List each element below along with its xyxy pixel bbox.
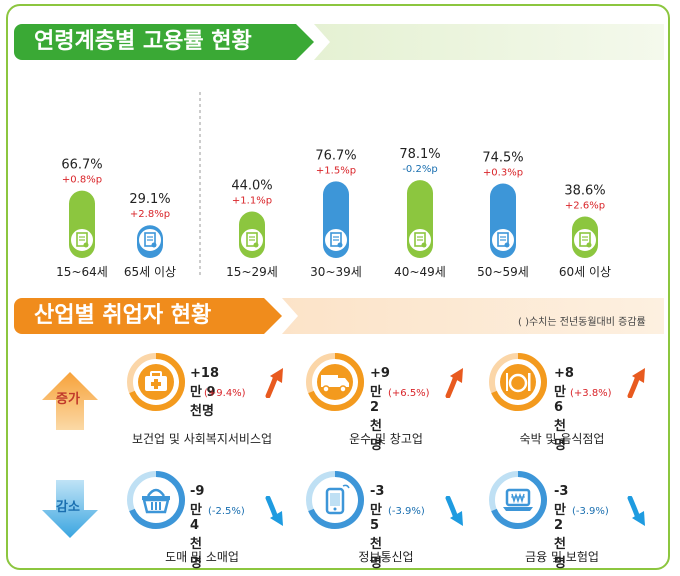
industry-ring: [306, 471, 364, 529]
decrease-arrow-icon: [42, 480, 98, 538]
age-category-label: 30~39세: [310, 265, 362, 279]
industry-rate: (-3.9%): [572, 506, 609, 517]
industry-name: 도매 및 소매업: [165, 550, 239, 564]
age-value-label: 38.6%: [564, 183, 605, 198]
document-search-icon: [490, 227, 516, 253]
down-trend-arrow-icon: [445, 496, 463, 526]
age-value-label: 78.1%: [399, 147, 440, 162]
up-trend-arrow-icon: [445, 368, 463, 398]
industry-rate: (+9.4%): [204, 388, 246, 399]
document-icon: [407, 227, 433, 253]
industry-change: +9만 2천명: [370, 366, 390, 453]
industry-name: 보건업 및 사회복지서비스업: [131, 432, 273, 446]
age-category-label: 65세 이상: [124, 265, 176, 279]
mobile-phone-icon: [325, 484, 350, 515]
age-value-label: 29.1%: [129, 192, 170, 207]
industry-rate: (-2.5%): [208, 506, 245, 517]
age-change-label: +0.3%p: [483, 167, 523, 178]
dining-icon: [500, 364, 536, 400]
increase-label: 증가: [56, 392, 80, 407]
section2-banner: 산업별 취업자 현황: [14, 298, 664, 334]
age-value-label: 44.0%: [231, 179, 272, 194]
laptop-won-icon: [503, 488, 533, 511]
industry-ring: [306, 353, 364, 411]
increase-arrow-icon: [42, 372, 98, 430]
age-category-label: 15~29세: [226, 265, 278, 279]
document-search-icon: [323, 227, 349, 253]
industry-rate: (+6.5%): [388, 388, 430, 399]
industry-ring: [489, 471, 547, 529]
up-trend-arrow-icon: [627, 368, 645, 398]
decrease-label: 감소: [56, 500, 80, 515]
age-category-label: 60세 이상: [559, 265, 611, 279]
change-rate-note: ( )수치는 전년동월대비 증감률: [518, 317, 646, 328]
industry-name: 금융 및 보험업: [525, 550, 599, 564]
industry-rate: (-3.9%): [388, 506, 425, 517]
industry-ring: [489, 353, 547, 411]
industry-change: -9만 4천명: [190, 484, 205, 571]
industry-name: 운수 및 창고업: [349, 432, 423, 446]
industry-name: 숙박 및 음식점업: [519, 432, 605, 446]
section1-banner: 연령계층별 고용률 현황: [14, 24, 664, 60]
industry-change: +18만 9천명: [190, 366, 219, 419]
shopping-basket-icon: [142, 488, 170, 514]
age-value-label: 76.7%: [315, 148, 356, 163]
document-icon: [239, 227, 265, 253]
truck-icon: [317, 364, 353, 400]
age-change-label: +1.1%p: [232, 196, 272, 207]
age-change-label: +2.6%p: [565, 200, 605, 211]
age-value-label: 74.5%: [482, 150, 523, 165]
age-change-label: +2.8%p: [130, 209, 170, 220]
section2-title: 산업별 취업자 현황: [34, 303, 212, 328]
up-trend-arrow-icon: [265, 368, 283, 398]
age-employment-chart: 66.7% +0.8%p 15~64세 29.1% +2.8%p 65세 이상 44.0% +…: [56, 92, 611, 279]
infographic-frame: [6, 4, 670, 570]
document-icon: [69, 227, 95, 253]
document-icon: [572, 227, 598, 253]
industry-change: -3만 2천명: [554, 484, 569, 571]
industry-change: +8만 6천명: [554, 366, 574, 453]
industry-name: 정보통신업: [358, 550, 414, 564]
down-trend-arrow-icon: [627, 496, 645, 526]
section1-title: 연령계층별 고용률 현황: [34, 29, 252, 54]
age-value-label: 66.7%: [61, 158, 102, 173]
industry-ring: [127, 353, 185, 411]
age-change-label: +1.5%p: [316, 165, 356, 176]
industry-change: -3만 5천명: [370, 484, 385, 571]
age-change-label: +0.8%p: [62, 175, 102, 186]
document-search-icon: [137, 227, 163, 253]
age-change-label: -0.2%p: [402, 164, 437, 175]
down-trend-arrow-icon: [265, 496, 283, 526]
industry-rate: (+3.8%): [570, 388, 612, 399]
industry-ring: [127, 471, 185, 529]
age-category-label: 15~64세: [56, 265, 108, 279]
age-category-label: 50~59세: [477, 265, 529, 279]
first-aid-kit-icon: [138, 364, 174, 400]
age-category-label: 40~49세: [394, 265, 446, 279]
